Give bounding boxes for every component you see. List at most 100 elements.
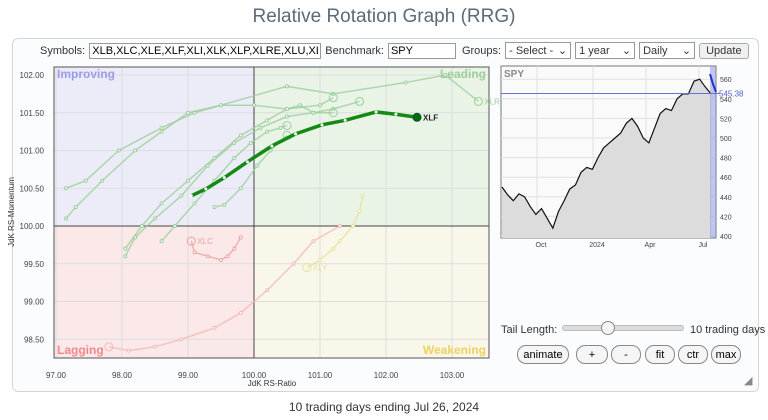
resize-handle-icon[interactable]: ◢: [744, 375, 753, 387]
spy-x-tick: 2024: [589, 242, 605, 249]
xlf-tail-point: [270, 144, 274, 148]
faded-tail-point: [212, 156, 217, 161]
faded-tail-label: XLC: [197, 237, 213, 246]
zoom-out-button[interactable]: -: [611, 345, 641, 364]
fit-button[interactable]: fit: [645, 345, 675, 364]
y-tick-label: 100.00: [20, 222, 45, 231]
spy-x-tick: Oct: [536, 242, 547, 249]
chevron-down-icon: ⌄: [621, 45, 632, 57]
faded-tail-point: [337, 239, 342, 244]
y-tick-label: 99.00: [24, 298, 45, 307]
faded-tail-point: [63, 216, 68, 221]
interval-select[interactable]: Daily ⌄: [639, 42, 696, 59]
faded-tail-point: [212, 205, 217, 210]
xlf-tail-point: [245, 160, 249, 164]
faded-tail-point: [153, 344, 157, 349]
quadrant-weakening: [254, 226, 489, 358]
animate-button[interactable]: animate: [517, 345, 569, 364]
quadrant-leading: [254, 67, 489, 226]
groups-select[interactable]: - Select - ⌄: [505, 42, 572, 59]
faded-tail-label: XLY: [313, 264, 328, 273]
spy-y-tick: 460: [720, 175, 732, 182]
x-tick-label: 98.00: [112, 371, 133, 380]
quadrant-improving: [54, 67, 254, 226]
slider-handle[interactable]: [601, 321, 615, 335]
faded-tail-point: [265, 129, 270, 134]
faded-tail-point: [285, 84, 289, 89]
faded-tail-point: [139, 224, 144, 228]
faded-tail-point: [186, 236, 196, 246]
spy-y-tick: 420: [720, 214, 732, 221]
faded-tail-point: [318, 103, 322, 108]
faded-tail-point: [205, 254, 210, 259]
period-select[interactable]: 1 year ⌄: [575, 42, 636, 59]
y-tick-label: 100.50: [20, 184, 45, 193]
spy-y-tick: 540: [720, 97, 732, 104]
xlf-tail-point: [343, 118, 347, 122]
tail-length-slider[interactable]: [562, 321, 684, 335]
y-axis-label: JdK RS-Momentum: [7, 177, 16, 247]
interval-value: Daily: [643, 44, 668, 57]
faded-tail-point: [278, 125, 283, 130]
faded-tail-point: [126, 348, 131, 353]
symbols-input[interactable]: [89, 42, 322, 59]
faded-tail-point: [355, 96, 365, 106]
faded-tail-point: [331, 246, 336, 251]
faded-tail-point: [238, 133, 243, 138]
spy-tail-line: [709, 73, 717, 93]
faded-tail-point: [258, 125, 263, 130]
quadrant-lagging: [54, 226, 254, 358]
update-button[interactable]: Update: [699, 42, 749, 59]
xlf-tail-point: [412, 112, 422, 122]
faded-tail-point: [351, 224, 355, 228]
spy-y-tick: 500: [720, 136, 732, 143]
faded-tail-point: [311, 110, 316, 115]
y-tick-label: 99.50: [24, 260, 45, 269]
faded-tail-point: [123, 254, 128, 259]
spy-y-tick: 560: [720, 77, 732, 84]
x-axis-label: JdK RS-Ratio: [248, 379, 297, 388]
faded-tail-point: [302, 263, 312, 273]
max-button[interactable]: max: [711, 345, 741, 364]
benchmark-input[interactable]: [387, 42, 456, 59]
faded-tail-point: [192, 201, 197, 206]
faded-tail-point: [179, 337, 184, 342]
quadrant-label-lagging: Lagging: [57, 343, 104, 357]
x-tick-label: 97.00: [46, 371, 67, 380]
benchmark-label: Benchmark:: [325, 44, 384, 57]
faded-tail-point: [172, 224, 177, 228]
chevron-down-icon: ⌄: [681, 45, 692, 57]
xlf-tail-point: [204, 187, 208, 191]
page-title: Relative Rotation Graph (RRG): [252, 6, 516, 27]
spy-current-value: 545.38: [719, 90, 744, 99]
faded-tail-point: [219, 103, 223, 108]
caption: 10 trading days ending Jul 26, 2024: [288, 400, 480, 414]
faded-tail-point: [179, 193, 184, 198]
faded-tail-point: [311, 239, 316, 244]
faded-tail-point: [232, 246, 237, 251]
faded-tail-point: [186, 110, 190, 115]
center-button[interactable]: ctr: [678, 345, 708, 364]
x-tick-label: 103.00: [440, 371, 465, 380]
tail-length-value: 10 trading days: [690, 324, 766, 336]
spy-tail-window: [710, 66, 716, 238]
y-tick-label: 102.00: [20, 71, 45, 80]
faded-tail-point: [232, 156, 237, 161]
faded-tail-point: [268, 148, 273, 153]
spy-y-tick: 480: [720, 156, 732, 163]
zoom-in-button[interactable]: +: [576, 345, 608, 364]
faded-tail: [108, 225, 341, 352]
faded-tail-point: [248, 140, 253, 145]
x-tick-label: 99.00: [178, 371, 199, 380]
y-tick-label: 98.50: [24, 335, 45, 344]
spy-title: SPY: [504, 69, 524, 80]
faded-tail-point: [212, 325, 217, 330]
spy-y-tick: 440: [720, 195, 732, 202]
faded-tail-point: [159, 125, 164, 130]
faded-tail-point: [63, 186, 68, 191]
x-tick-label: 102.00: [374, 371, 399, 380]
faded-tail-point: [328, 93, 338, 103]
groups-value: - Select -: [509, 44, 554, 57]
plot-border: [53, 66, 490, 359]
